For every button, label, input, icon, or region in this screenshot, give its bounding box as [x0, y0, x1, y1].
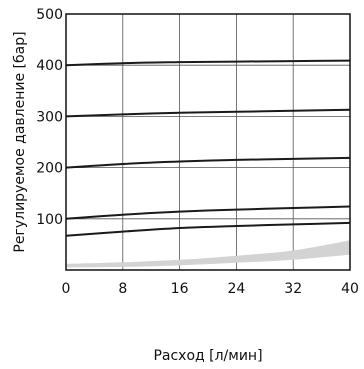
x-tick-label: 24 [227, 281, 245, 297]
series-line-1 [65, 59, 351, 67]
series-line-2 [65, 108, 351, 118]
y-tick-labels: 100 200 300 400 500 [36, 7, 63, 228]
x-axis-title: Расход [л/мин] [153, 348, 262, 364]
series-line-4 [65, 205, 351, 220]
x-tick-label: 0 [62, 281, 71, 297]
x-tick-label: 32 [284, 281, 302, 297]
series-line-3 [65, 156, 351, 169]
y-axis-title: Регулируемое давление [бар] [12, 31, 28, 252]
y-tick-label: 300 [36, 109, 63, 125]
y-tick-label: 200 [36, 161, 63, 177]
y-tick-label: 500 [36, 7, 63, 23]
y-tick-label: 400 [36, 58, 63, 74]
series-lines [65, 59, 351, 237]
series-line-5 [65, 221, 351, 237]
flow-band-area [66, 240, 350, 268]
x-tick-label: 8 [118, 281, 127, 297]
flow-band [66, 240, 350, 268]
x-tick-labels: 0 8 16 24 32 40 [62, 281, 359, 297]
grid [66, 14, 350, 270]
plot-frame [65, 13, 351, 271]
y-tick-label: 100 [36, 212, 63, 228]
x-tick-label: 40 [341, 281, 359, 297]
x-tick-label: 16 [171, 281, 189, 297]
